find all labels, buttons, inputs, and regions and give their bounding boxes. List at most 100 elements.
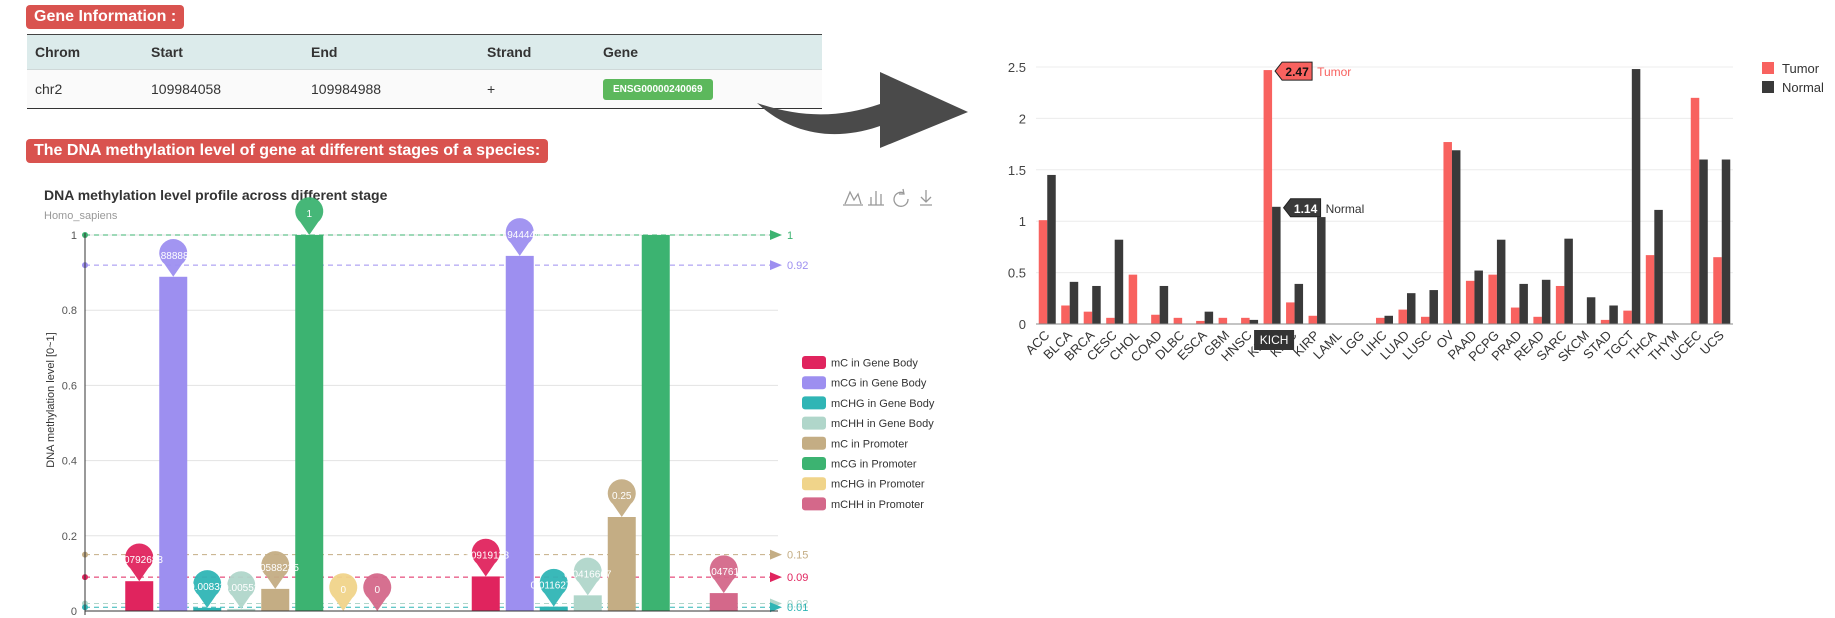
legend-swatch[interactable] (802, 457, 826, 470)
bar-normal[interactable] (1204, 311, 1214, 324)
bar-tumor[interactable] (1151, 314, 1160, 324)
bar-chart-icon[interactable] (868, 191, 884, 206)
bar-normal[interactable] (1429, 290, 1438, 324)
bar-mcg-in-gene-body[interactable] (505, 255, 534, 612)
bar-mcg-in-gene-body[interactable] (159, 276, 188, 611)
legend-item[interactable]: mCHH in Promoter (831, 499, 924, 511)
legend-swatch[interactable] (802, 436, 826, 450)
bar-normal[interactable] (1609, 305, 1618, 324)
legend-swatch[interactable] (802, 376, 826, 390)
bar-normal[interactable] (1272, 206, 1281, 324)
marker-pin[interactable] (227, 571, 256, 609)
bar-mchg-in-gene-body[interactable] (539, 606, 568, 611)
bar-normal[interactable] (1474, 270, 1483, 324)
marker-pin[interactable] (125, 543, 154, 582)
bar-mc-in-promoter[interactable] (607, 517, 636, 611)
legend-item[interactable]: mC in Promoter (831, 438, 908, 450)
marker-pin[interactable] (709, 555, 738, 594)
legend-swatch[interactable] (802, 497, 826, 511)
legend-swatch[interactable] (802, 356, 826, 369)
gene-id-button[interactable]: ENSG00000240069 (603, 78, 713, 100)
marker-pin[interactable] (505, 218, 534, 256)
bar-mchh-in-gene-body[interactable] (227, 608, 256, 611)
bar-tumor[interactable] (1533, 316, 1542, 324)
legend-item[interactable]: mC in Gene Body (831, 358, 918, 370)
bar-tumor[interactable] (1510, 307, 1520, 324)
bar-tumor[interactable] (1286, 302, 1295, 324)
bar-normal[interactable] (1114, 239, 1124, 324)
bar-normal[interactable] (1294, 283, 1304, 324)
bar-mc-in-promoter[interactable] (261, 588, 290, 611)
bar-normal[interactable] (1384, 315, 1394, 324)
bar-tumor[interactable] (1106, 317, 1115, 324)
legend-item[interactable]: Tumor (1782, 61, 1820, 76)
bar-normal[interactable] (1249, 319, 1259, 324)
marker-pin[interactable] (329, 573, 358, 611)
legend-item[interactable]: Normal (1782, 80, 1824, 95)
bar-tumor[interactable] (1376, 317, 1385, 324)
marker-pin[interactable] (159, 239, 188, 277)
bar-tumor[interactable] (1645, 255, 1655, 324)
marker-pin[interactable] (573, 557, 602, 596)
bar-tumor[interactable] (1241, 317, 1250, 324)
marker-pin[interactable] (363, 573, 392, 611)
bar-tumor[interactable] (1196, 320, 1205, 324)
bar-tumor[interactable] (1308, 315, 1318, 324)
bar-mc-in-gene-body[interactable] (471, 576, 500, 611)
bar-mcg-in-promoter[interactable] (295, 235, 324, 611)
bar-tumor[interactable] (1623, 310, 1632, 324)
bar-tumor[interactable] (1038, 220, 1048, 324)
bar-normal[interactable] (1317, 217, 1326, 324)
marker-pin[interactable] (261, 551, 290, 589)
marker-pin[interactable] (607, 479, 636, 517)
bar-tumor[interactable] (1061, 305, 1070, 324)
bar-normal[interactable] (1159, 285, 1169, 324)
legend-swatch[interactable] (802, 477, 826, 491)
marker-pin[interactable] (193, 570, 222, 608)
bar-tumor[interactable] (1690, 97, 1700, 324)
bar-normal[interactable] (1699, 159, 1708, 324)
bar-normal[interactable] (1586, 297, 1596, 324)
bar-normal[interactable] (1564, 238, 1573, 324)
legend-item[interactable]: mCHH in Gene Body (831, 418, 934, 430)
bar-normal[interactable] (1092, 285, 1101, 324)
bar-normal[interactable] (1451, 150, 1461, 324)
bar-mcg-in-promoter[interactable] (641, 235, 670, 611)
bar-normal[interactable] (1406, 293, 1416, 324)
legend-item[interactable]: mCHG in Gene Body (831, 398, 935, 410)
bar-normal[interactable] (1721, 159, 1731, 324)
bar-tumor[interactable] (1398, 309, 1407, 324)
bar-tumor[interactable] (1465, 280, 1475, 324)
marker-pin[interactable] (295, 197, 324, 235)
bar-normal[interactable] (1496, 239, 1506, 324)
line-chart-icon[interactable] (843, 190, 863, 206)
bar-normal[interactable] (1069, 281, 1079, 324)
legend-swatch[interactable] (802, 396, 826, 410)
bar-tumor[interactable] (1128, 274, 1138, 324)
bar-normal[interactable] (1047, 174, 1056, 324)
bar-tumor[interactable] (1443, 142, 1452, 324)
bar-tumor[interactable] (1488, 274, 1497, 324)
bar-mchh-in-gene-body[interactable] (573, 595, 602, 611)
bar-tumor[interactable] (1600, 319, 1610, 324)
bar-normal[interactable] (1654, 209, 1663, 324)
bar-mchg-in-gene-body[interactable] (193, 607, 222, 611)
legend-swatch[interactable] (1762, 81, 1774, 93)
download-icon[interactable] (920, 190, 932, 206)
bar-mc-in-gene-body[interactable] (125, 581, 154, 611)
legend-swatch[interactable] (802, 416, 826, 430)
legend-item[interactable]: mCG in Promoter (831, 459, 917, 471)
bar-tumor[interactable] (1420, 316, 1430, 324)
marker-pin[interactable] (539, 568, 568, 607)
restore-icon[interactable] (893, 188, 909, 207)
bar-tumor[interactable] (1173, 317, 1183, 324)
marker-pin[interactable] (471, 538, 500, 577)
bar-tumor[interactable] (1083, 311, 1093, 324)
bar-tumor[interactable] (1555, 285, 1565, 324)
bar-tumor[interactable] (1713, 257, 1722, 324)
bar-tumor[interactable] (1218, 317, 1228, 324)
legend-item[interactable]: mCHG in Promoter (831, 479, 925, 491)
legend-item[interactable]: mCG in Gene Body (831, 378, 927, 390)
bar-mchh-in-promoter[interactable] (709, 593, 738, 611)
bar-tumor[interactable] (1263, 70, 1273, 324)
